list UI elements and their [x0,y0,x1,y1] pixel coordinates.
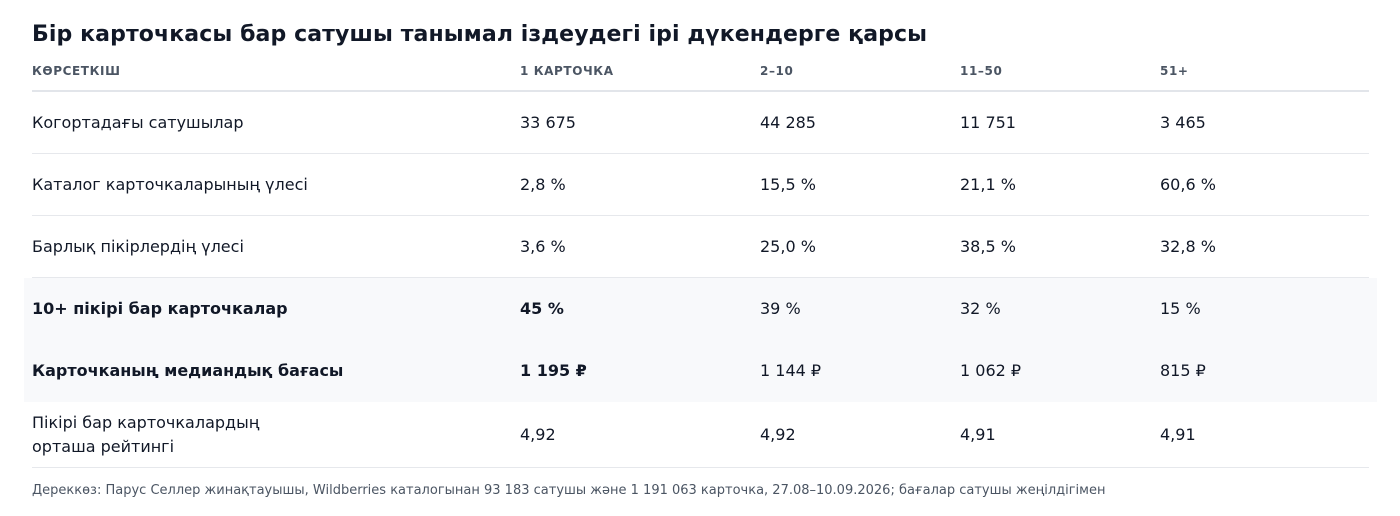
cell-2-10: 1 144 ₽ [760,360,822,380]
table-row-highlighted: 10+ пікірі бар карточкалар 45 % 39 % 32 … [24,278,1377,340]
row-label: 10+ пікірі бар карточкалар [32,298,288,318]
column-header-metric: Көрсеткіш [32,64,121,78]
cell-2-10: 25,0 % [760,236,816,256]
cell-51-plus: 32,8 % [1160,236,1216,256]
cell-1-card: 2,8 % [520,174,566,194]
table-row: Когортадағы сатушылар 33 675 44 285 11 7… [32,92,1369,154]
cell-1-card: 33 675 [520,112,576,132]
column-header-51-plus: 51+ [1160,64,1189,78]
cell-1-card: 45 % [520,298,564,318]
cell-1-card: 1 195 ₽ [520,360,587,380]
cell-11-50: 4,91 [960,424,996,444]
comparison-table: Көрсеткіш 1 карточка 2–10 11–50 51+ Кого… [24,56,1377,468]
table-row: Пікірі бар карточкалардың орташа рейтинг… [32,402,1369,468]
cell-51-plus: 60,6 % [1160,174,1216,194]
cell-51-plus: 815 ₽ [1160,360,1206,380]
cell-11-50: 1 062 ₽ [960,360,1022,380]
cell-2-10: 44 285 [760,112,816,132]
cell-11-50: 38,5 % [960,236,1016,256]
cell-51-plus: 4,91 [1160,424,1196,444]
table-row: Каталог карточкаларының үлесі 2,8 % 15,5… [32,154,1369,216]
cell-11-50: 32 % [960,298,1001,318]
source-footnote: Дереккөз: Парус Селлер жинақтауышы, Wild… [32,483,1106,498]
column-header-2-10: 2–10 [760,64,794,78]
row-label: Барлық пікірлердің үлесі [32,236,244,256]
table-row: Барлық пікірлердің үлесі 3,6 % 25,0 % 38… [32,216,1369,278]
cell-1-card: 4,92 [520,424,556,444]
table-header-row: Көрсеткіш 1 карточка 2–10 11–50 51+ [32,56,1369,92]
column-header-11-50: 11–50 [960,64,1003,78]
row-label: Каталог карточкаларының үлесі [32,174,308,194]
table-title: Бір карточкасы бар сатушы танымал іздеуд… [32,22,928,47]
cell-1-card: 3,6 % [520,236,566,256]
row-label: Карточканың медиандық бағасы [32,360,344,380]
cell-2-10: 4,92 [760,424,796,444]
column-header-1-card: 1 карточка [520,64,614,78]
cell-51-plus: 3 465 [1160,112,1206,132]
cell-11-50: 21,1 % [960,174,1016,194]
row-label: Пікірі бар карточкалардың орташа рейтинг… [32,412,260,456]
cell-51-plus: 15 % [1160,298,1201,318]
cell-2-10: 15,5 % [760,174,816,194]
row-label: Когортадағы сатушылар [32,112,244,132]
table-row-highlighted: Карточканың медиандық бағасы 1 195 ₽ 1 1… [24,340,1377,402]
cell-2-10: 39 % [760,298,801,318]
cell-11-50: 11 751 [960,112,1016,132]
